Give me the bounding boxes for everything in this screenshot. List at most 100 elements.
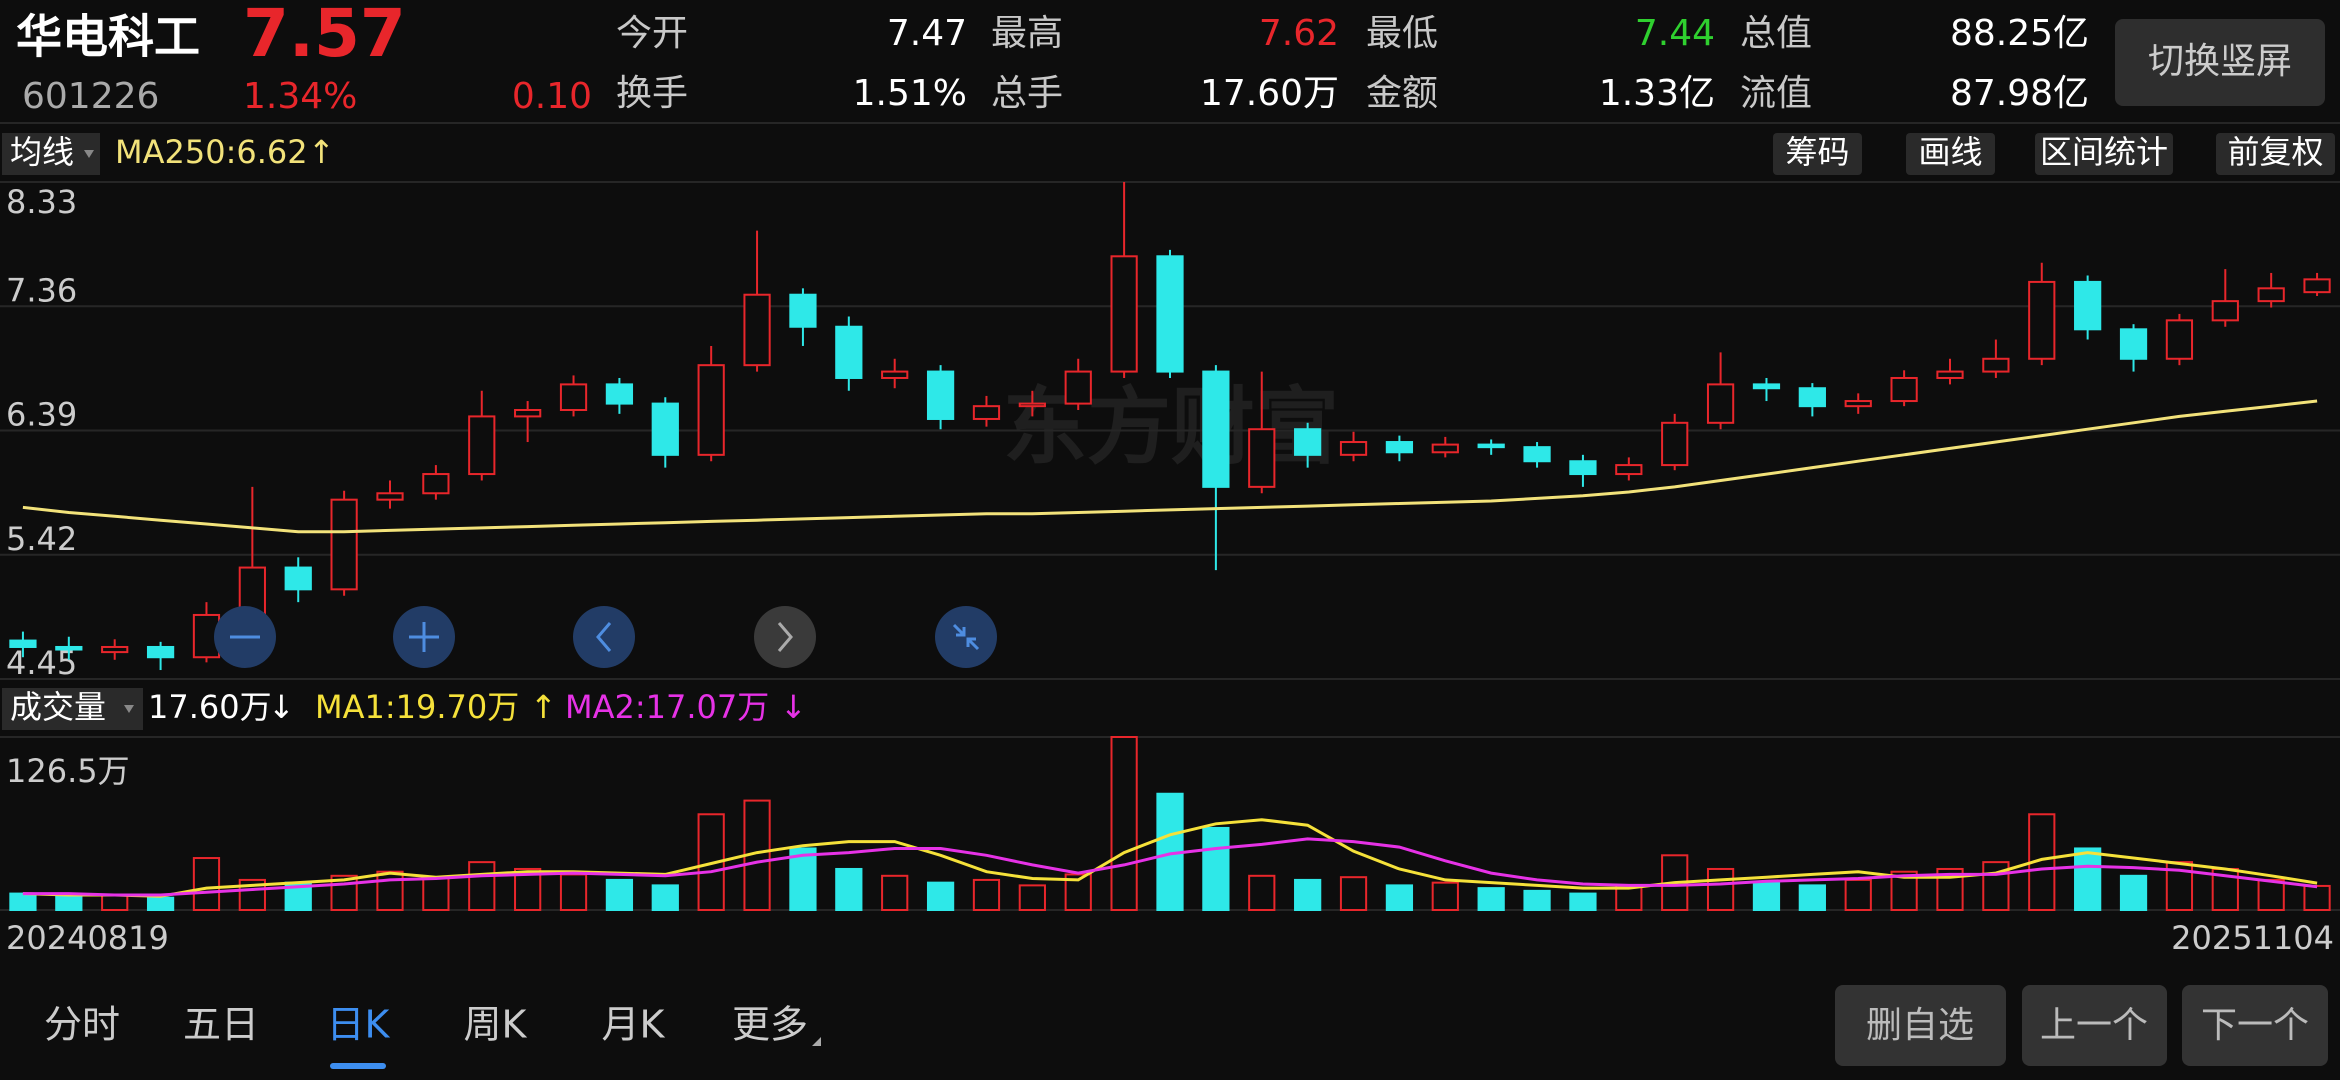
candle-body — [101, 645, 129, 654]
orientation-button-bg[interactable] — [2115, 19, 2325, 106]
ma1-label: MA1:19.70万 — [315, 688, 519, 726]
volume-bar — [2303, 884, 2331, 911]
toolbar-button-bg[interactable] — [2035, 133, 2173, 175]
toolbar-button-bg[interactable] — [1773, 133, 1862, 175]
candle-body — [972, 405, 1001, 420]
volume-bar — [1706, 867, 1735, 912]
ma1-line — [22, 818, 2318, 898]
volume-bar — [2257, 878, 2285, 911]
volume-dropdown-bg[interactable] — [2, 688, 143, 730]
x-end-label: 20251104 — [2171, 919, 2334, 957]
candle-body — [1523, 446, 1551, 463]
more-arrow — [812, 1037, 821, 1046]
candle-body — [1752, 383, 1781, 390]
stock-code: 601226 — [22, 76, 159, 117]
orientation-button[interactable]: 切换竖屏 — [2148, 41, 2292, 82]
candle-body — [1339, 441, 1368, 456]
volume-bar — [559, 873, 588, 911]
toolbar-button[interactable]: 前复权 — [2227, 133, 2323, 171]
candle-body — [422, 473, 450, 495]
dropdown-arrow — [124, 705, 134, 713]
volume-bar — [2074, 847, 2102, 911]
candle-body — [1661, 421, 1689, 467]
candle-body — [697, 364, 725, 456]
stock-name: 华电科工 — [16, 10, 200, 64]
icon — [409, 622, 439, 652]
stat-label: 今开 — [616, 13, 688, 54]
y-tick-label: 5.42 — [6, 520, 77, 558]
volume-bar — [835, 867, 863, 912]
candle-body — [1064, 370, 1092, 405]
zoom-controls — [214, 606, 997, 668]
volume-bar — [1523, 889, 1551, 912]
candle-body — [605, 383, 634, 405]
candle-body — [881, 370, 909, 379]
toolbar-button[interactable]: 画线 — [1918, 133, 1982, 171]
volume-bar — [1248, 874, 1276, 912]
stat-value: 1.33亿 — [1599, 73, 1715, 114]
candle-body — [1018, 402, 1046, 408]
stat-label: 最低 — [1366, 13, 1438, 54]
ma250-label: MA250:6.62 — [115, 133, 308, 171]
volume-bar — [1569, 892, 1597, 911]
volume-bar — [9, 892, 37, 911]
ma2-line — [22, 837, 2318, 897]
action-bg[interactable] — [1835, 985, 2006, 1066]
indicator-dropdown-bg[interactable] — [2, 133, 100, 175]
tab[interactable]: 分时 — [44, 1003, 120, 1047]
candle-body — [1706, 383, 1735, 424]
candle-body — [1798, 387, 1826, 408]
volume-bar — [972, 878, 1001, 911]
tab[interactable]: 周K — [464, 1003, 528, 1047]
action-button[interactable]: 删自选 — [1866, 1005, 1974, 1046]
tab[interactable]: 更多 — [732, 1003, 808, 1047]
candle-body — [926, 370, 955, 420]
volume-bar — [1752, 881, 1781, 911]
volume-arrow: ↓ — [268, 688, 295, 726]
stat-value: 17.60万 — [1200, 73, 1339, 114]
toolbar-button[interactable]: 筹码 — [1785, 133, 1849, 171]
stat-label: 流值 — [1740, 73, 1812, 114]
action-button[interactable]: 下一个 — [2201, 1005, 2309, 1046]
candle-body — [1615, 464, 1643, 476]
volume-bar — [2119, 874, 2148, 912]
scroll-right[interactable] — [754, 606, 816, 668]
tab[interactable]: 日K — [327, 1003, 391, 1047]
icon — [952, 623, 980, 651]
action-button[interactable]: 上一个 — [2040, 1005, 2148, 1046]
volume-current: 17.60万 — [148, 688, 272, 726]
toolbar-button-bg[interactable] — [1906, 133, 1995, 175]
candle-body — [1156, 255, 1184, 373]
change-amount: 0.10 — [512, 76, 592, 117]
toolbar-button[interactable]: 区间统计 — [2040, 133, 2168, 171]
ma250-line — [22, 399, 2318, 534]
candle-body — [1431, 443, 1459, 454]
scroll-left[interactable] — [573, 606, 635, 668]
candle-body — [1294, 428, 1322, 456]
candle-body — [2165, 319, 2194, 360]
volume-dropdown[interactable]: 成交量 — [10, 688, 106, 726]
candle-body — [1982, 357, 2010, 373]
volume-bar — [605, 878, 634, 911]
candle-body — [559, 383, 588, 412]
change-percent: 1.34% — [243, 76, 357, 117]
volume-bar — [1294, 878, 1322, 911]
volume-bar — [1202, 826, 1230, 911]
indicator-dropdown[interactable]: 均线 — [10, 133, 74, 171]
toolbar-button-bg[interactable] — [2216, 133, 2335, 175]
tab[interactable]: 月K — [602, 1003, 666, 1047]
tab[interactable]: 五日 — [183, 1003, 259, 1047]
candle-body — [789, 293, 817, 328]
candle-body — [1248, 428, 1276, 488]
dropdown-arrow — [84, 150, 94, 158]
action-bg[interactable] — [2182, 985, 2328, 1066]
volume-bar — [1477, 887, 1505, 912]
stat-label: 换手 — [616, 73, 688, 114]
candle-body — [835, 325, 863, 379]
candle-body — [1890, 376, 1918, 403]
action-bg[interactable] — [2022, 985, 2167, 1066]
candle-body — [9, 639, 37, 648]
reset-zoom[interactable] — [935, 606, 997, 668]
candle-body — [2303, 278, 2331, 294]
icon — [596, 622, 612, 652]
